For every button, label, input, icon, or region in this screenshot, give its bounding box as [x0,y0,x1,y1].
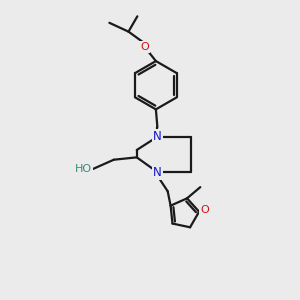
Text: O: O [140,42,149,52]
Text: N: N [153,130,162,143]
Text: O: O [200,205,209,215]
Text: HO: HO [75,164,92,173]
Text: N: N [153,166,162,178]
